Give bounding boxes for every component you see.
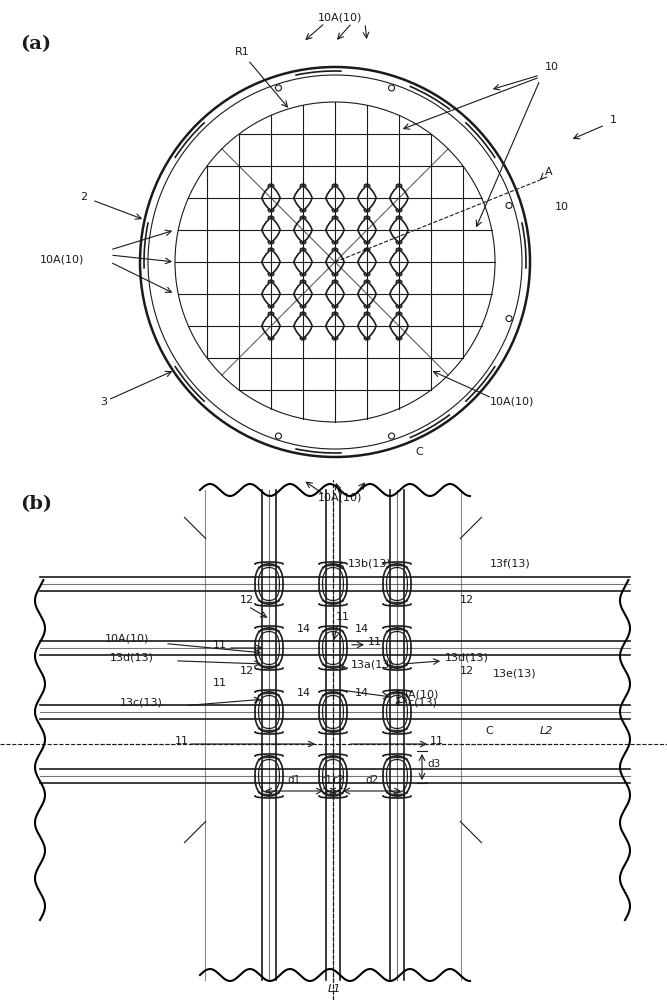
Text: 11: 11 [336,612,350,622]
Text: 1: 1 [610,115,617,125]
Text: 10A(10): 10A(10) [395,690,440,700]
Text: 13a(13): 13a(13) [351,659,395,669]
Text: (a): (a) [20,35,51,53]
Text: L1: L1 [328,984,342,994]
Text: A: A [545,167,553,177]
Text: 14: 14 [355,624,369,634]
Text: 12: 12 [240,595,254,605]
Text: 10A(10): 10A(10) [490,397,534,407]
Text: (b): (b) [20,495,52,513]
Text: 10A(10): 10A(10) [317,12,362,22]
Text: C: C [415,447,423,457]
Text: 13c(13): 13c(13) [395,698,438,708]
Text: 11: 11 [213,640,227,650]
Text: d3: d3 [427,759,440,769]
Text: 11: 11 [430,736,444,746]
Text: 12: 12 [460,595,474,605]
Text: r2: r2 [334,775,344,785]
Text: d2: d2 [366,775,379,785]
Text: R1: R1 [235,47,249,57]
Text: 11: 11 [175,736,189,746]
Text: d1: d1 [287,775,301,785]
Text: C: C [485,726,493,736]
Text: 13d(13): 13d(13) [445,653,489,663]
Text: 13c(13): 13c(13) [120,698,163,708]
Text: 14: 14 [297,624,311,634]
Text: 14: 14 [355,688,369,698]
Text: 13e(13): 13e(13) [493,669,537,679]
Text: 3: 3 [100,397,107,407]
Text: 10: 10 [555,202,569,212]
Text: L2: L2 [540,726,554,736]
Text: 12: 12 [240,666,254,676]
Text: 10A(10): 10A(10) [317,492,362,502]
Text: 11: 11 [213,678,227,688]
Text: 13d(13): 13d(13) [110,653,154,663]
Text: r1: r1 [321,775,333,785]
Text: 10: 10 [545,62,559,72]
Text: 13f(13): 13f(13) [490,558,531,568]
Text: 13b(13): 13b(13) [348,558,392,568]
Text: 2: 2 [80,192,87,202]
Text: 12: 12 [460,666,474,676]
Text: 10A(10): 10A(10) [40,255,84,265]
Text: 10A(10): 10A(10) [105,634,149,644]
Text: 11: 11 [368,637,382,647]
Text: 14: 14 [297,688,311,698]
